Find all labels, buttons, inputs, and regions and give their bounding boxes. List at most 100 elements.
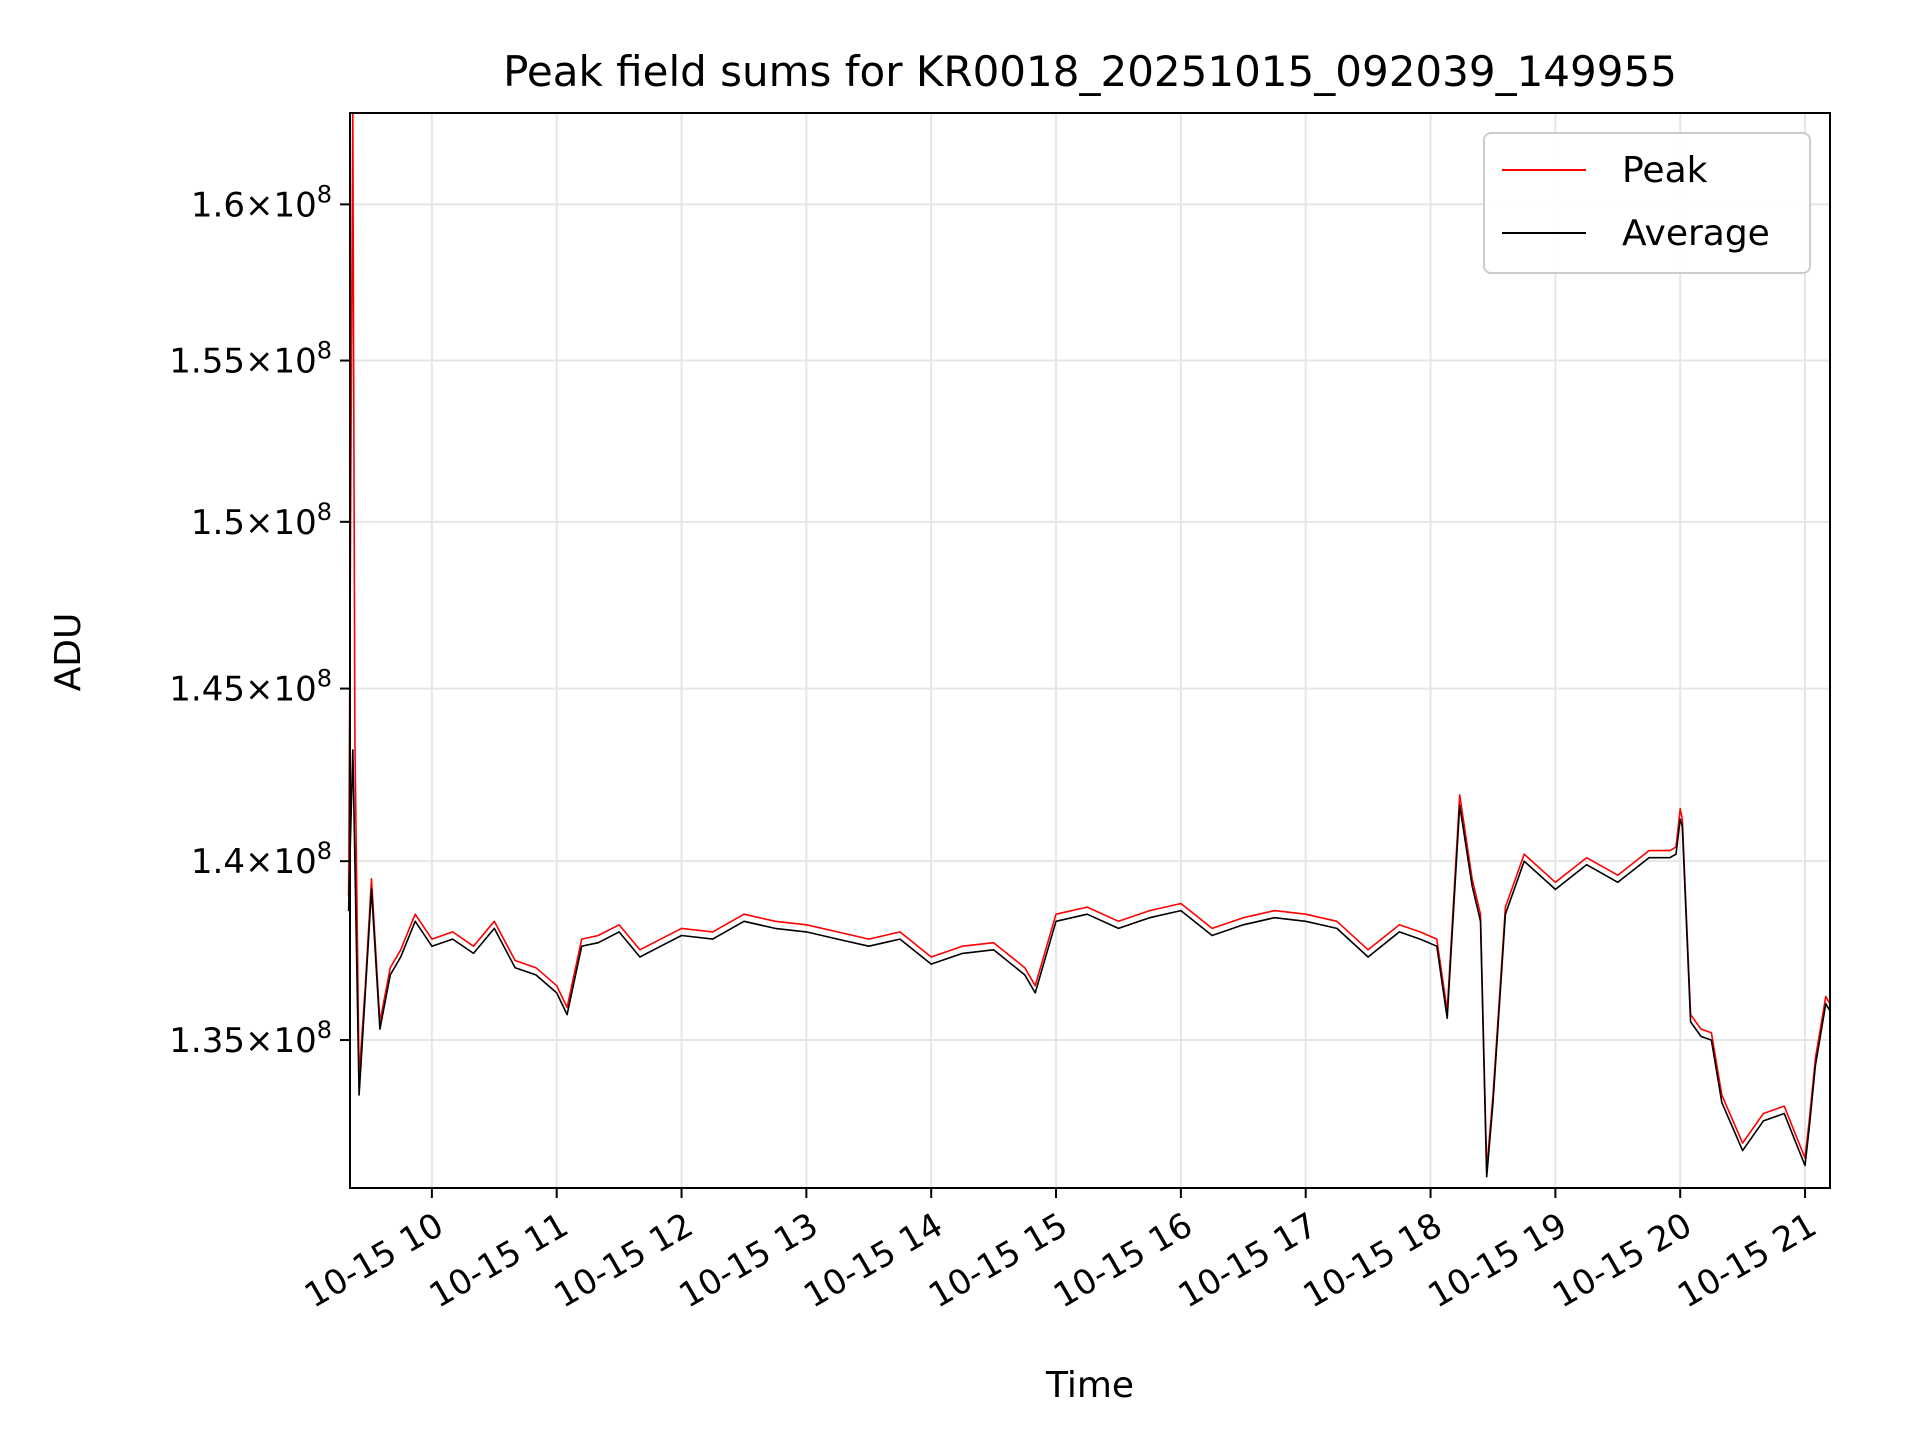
data-point-average xyxy=(1436,945,1438,947)
data-point-average xyxy=(639,956,641,958)
data-point-peak xyxy=(1211,927,1213,930)
data-point-peak xyxy=(899,931,901,933)
data-point-average xyxy=(1675,853,1677,855)
data-point-peak xyxy=(1117,920,1120,922)
data-point-peak xyxy=(1679,808,1681,810)
data-point-average xyxy=(389,974,391,976)
y-tick-label: 1.45×108 xyxy=(169,665,332,710)
data-point-peak xyxy=(1024,967,1026,969)
data-point-peak xyxy=(837,931,839,933)
data-point-average xyxy=(1459,804,1461,806)
data-point-average xyxy=(1742,1150,1744,1152)
chart-title: Peak field sums for KR0018_20251015_0920… xyxy=(503,47,1677,96)
data-point-peak xyxy=(712,931,714,933)
data-point-average xyxy=(1242,924,1244,926)
data-point-peak xyxy=(680,927,683,930)
data-point-average xyxy=(618,931,620,933)
data-point-average xyxy=(1783,1112,1785,1115)
legend-peak-label: Peak xyxy=(1622,150,1708,191)
data-point-peak xyxy=(1086,906,1088,908)
data-point-average xyxy=(358,1094,360,1096)
data-point-average xyxy=(1419,938,1421,940)
data-point-average xyxy=(1617,881,1619,883)
data-point-average xyxy=(1446,1017,1448,1019)
data-point-average xyxy=(961,952,964,955)
data-point-average xyxy=(1024,974,1026,976)
legend-box xyxy=(1483,132,1811,274)
data-point-peak xyxy=(993,942,995,944)
data-point-average xyxy=(535,974,537,976)
data-point-average xyxy=(1486,1176,1488,1178)
grid xyxy=(350,113,1830,1188)
data-point-peak xyxy=(1479,913,1482,915)
data-point-peak xyxy=(472,945,475,947)
data-point-average xyxy=(1180,910,1182,912)
data-point-average xyxy=(581,945,583,947)
data-point-average xyxy=(930,963,932,965)
data-point-peak xyxy=(1721,1094,1723,1096)
data-point-peak xyxy=(1710,1032,1712,1034)
data-point-average xyxy=(1762,1120,1764,1122)
data-point-average xyxy=(1721,1101,1723,1103)
data-point-peak xyxy=(431,938,433,940)
y-tick-label: 1.35×108 xyxy=(169,1016,332,1061)
data-point-peak xyxy=(1459,794,1461,796)
data-point-average xyxy=(837,938,839,940)
data-point-peak xyxy=(1554,881,1556,883)
data-point-peak xyxy=(514,959,516,962)
data-point-peak xyxy=(618,924,620,926)
data-point-peak xyxy=(1273,910,1276,912)
x-axis-title: Time xyxy=(1045,1365,1134,1406)
data-point-peak xyxy=(1825,995,1827,998)
series-line-average xyxy=(347,749,1831,1178)
data-point-average xyxy=(493,927,495,930)
data-point-average xyxy=(868,945,870,947)
data-point-average xyxy=(712,938,714,940)
data-point-peak xyxy=(1504,906,1506,908)
data-point-average xyxy=(1034,992,1036,994)
data-point-peak xyxy=(1055,913,1057,915)
data-point-average xyxy=(414,920,416,922)
data-point-average xyxy=(1117,927,1120,930)
data-point-peak xyxy=(452,931,454,933)
data-point-peak xyxy=(1367,949,1369,951)
data-point-peak xyxy=(1149,910,1151,912)
data-point-average xyxy=(1398,931,1400,933)
legend: Peak Average xyxy=(1483,132,1811,274)
data-point-peak xyxy=(581,938,583,940)
data-point-average xyxy=(993,949,995,951)
data-point-average xyxy=(348,910,350,912)
y-axis-title: ADU xyxy=(48,613,89,692)
data-point-average xyxy=(354,860,356,862)
data-point-average xyxy=(352,749,354,751)
plot-frame xyxy=(349,112,1831,1189)
y-tick-label: 1.4×108 xyxy=(191,837,332,882)
data-point-peak xyxy=(1419,931,1421,933)
data-point-average xyxy=(1479,920,1482,922)
data-point-average xyxy=(1336,927,1338,930)
data-point-average xyxy=(1273,917,1276,919)
data-point-average xyxy=(1679,818,1681,820)
data-point-average xyxy=(370,888,373,891)
data-point-average xyxy=(1681,825,1683,827)
data-point-peak xyxy=(1681,818,1683,820)
data-point-average xyxy=(1814,1065,1816,1067)
data-point-average xyxy=(431,945,433,947)
data-point-peak xyxy=(660,938,662,940)
data-point-peak xyxy=(1398,924,1400,926)
data-point-average xyxy=(472,952,475,955)
data-point-peak xyxy=(961,945,964,947)
data-point-peak xyxy=(1242,917,1244,919)
data-point-average xyxy=(1086,913,1088,915)
data-point-average xyxy=(514,967,516,969)
data-point-peak xyxy=(400,949,402,951)
data-point-average xyxy=(1586,864,1588,866)
data-point-peak xyxy=(1034,985,1036,987)
data-point-peak xyxy=(597,934,599,937)
data-point-average xyxy=(597,942,599,944)
data-point-peak xyxy=(1436,938,1438,940)
data-point-peak xyxy=(1617,874,1619,876)
data-point-peak xyxy=(1742,1142,1744,1144)
data-point-peak xyxy=(566,1006,568,1009)
data-point-peak xyxy=(493,920,495,922)
